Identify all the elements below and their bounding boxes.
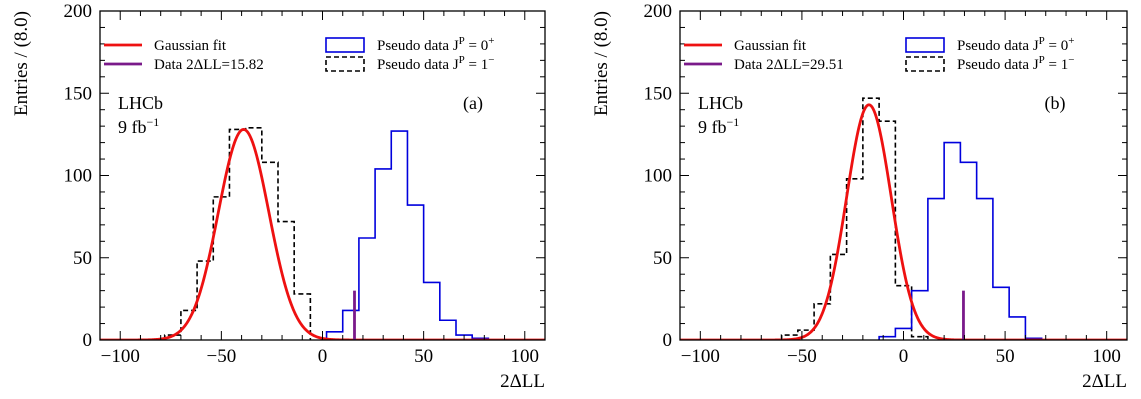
legend-jp0-swatch xyxy=(905,37,945,53)
histogram-jp0 xyxy=(878,141,1043,340)
y-tick-label: 0 xyxy=(663,330,673,351)
y-tick-label: 0 xyxy=(83,330,93,351)
legend-jp1-jp1_tail: = 1 xyxy=(1045,57,1068,73)
panel-label: (b) xyxy=(1045,93,1066,114)
x-tick-label: 50 xyxy=(414,346,433,367)
luminosity-value: 9 fb xyxy=(118,117,147,137)
y-tick-label: 50 xyxy=(73,248,92,269)
legend-jp0-jp0_tail: = 0 xyxy=(465,38,488,54)
x-axis-label: 2ΔLL xyxy=(1082,371,1127,392)
y-axis-label: Entries / (8.0) xyxy=(11,11,32,116)
y-tick-label: 50 xyxy=(653,248,672,269)
legend-jp1-jp1_sup: P xyxy=(459,54,465,66)
legend-fit-label: Gaussian fit xyxy=(734,38,807,54)
legend-jp1-jp1: Pseudo data J xyxy=(957,57,1039,73)
legend-jp0-jp0_sup: P xyxy=(459,35,465,47)
legend-jp1-swatch xyxy=(905,56,945,72)
legend-jp1-jp1_parity: − xyxy=(488,54,494,66)
panel-label: (a) xyxy=(463,93,483,114)
gaussian-fit-curve xyxy=(680,103,1127,340)
x-tick-label: 100 xyxy=(511,346,540,367)
x-tick-label: 0 xyxy=(318,346,328,367)
legend-jp1-jp1: Pseudo data J xyxy=(377,57,459,73)
experiment-label: LHCb xyxy=(118,93,163,113)
x-tick-label: −100 xyxy=(681,346,720,367)
legend-jp1-swatch xyxy=(325,56,365,72)
luminosity-value: 9 fb xyxy=(698,117,727,137)
luminosity-label: 9 fb−1 xyxy=(118,115,159,137)
luminosity-label: 9 fb−1 xyxy=(698,115,739,137)
y-tick-label: 200 xyxy=(64,1,93,22)
histogram-jp1 xyxy=(163,126,312,340)
legend-jp1-label: Pseudo data JP = 1− xyxy=(957,54,1074,73)
legend-jp1-jp1_parity: − xyxy=(1068,54,1074,66)
legend-fit-label: Gaussian fit xyxy=(154,38,227,54)
y-tick-label: 100 xyxy=(64,166,93,187)
legend-jp0-jp0_tail: = 0 xyxy=(1045,38,1068,54)
plot-area xyxy=(680,97,1127,340)
y-tick-label: 150 xyxy=(64,83,93,104)
x-tick-label: −50 xyxy=(787,346,817,367)
panel-b: −100 −50 0 50 100 0 50 100 150 200 2ΔLL Entries / (… xyxy=(591,1,1128,392)
legend-jp0-jp0_parity: + xyxy=(488,35,494,47)
legend-jp0-label: Pseudo data JP = 0+ xyxy=(957,35,1074,54)
y-tick-label: 150 xyxy=(644,83,673,104)
legend-jp1-jp1_sup: P xyxy=(1039,54,1045,66)
histogram-jp0 xyxy=(325,130,490,340)
panel-a: −100 −50 0 50 100 0 50 100 150 200 2ΔLL Entries / (… xyxy=(11,1,546,392)
x-tick-label: 50 xyxy=(996,346,1015,367)
luminosity-unit-exponent: −1 xyxy=(147,115,160,129)
luminosity-unit-exponent: −1 xyxy=(727,115,740,129)
legend-jp1-label: Pseudo data JP = 1− xyxy=(377,54,494,73)
legend-jp0-jp0: Pseudo data J xyxy=(377,38,459,54)
legend-jp1-jp1_tail: = 1 xyxy=(465,57,488,73)
x-tick-label: −50 xyxy=(207,346,237,367)
legend-jp0-label: Pseudo data JP = 0+ xyxy=(377,35,494,54)
x-tick-label: −100 xyxy=(101,346,140,367)
y-tick-label: 100 xyxy=(644,166,673,187)
y-tick-label: 200 xyxy=(644,1,673,22)
x-axis-label: 2ΔLL xyxy=(500,371,545,392)
plot-area xyxy=(100,126,545,340)
legend-jp0-jp0: Pseudo data J xyxy=(957,38,1039,54)
experiment-label: LHCb xyxy=(698,93,743,113)
x-tick-label: 100 xyxy=(1092,346,1121,367)
y-axis-label: Entries / (8.0) xyxy=(591,11,612,116)
x-tick-label: 0 xyxy=(899,346,909,367)
legend-data-label: Data 2ΔLL=15.82 xyxy=(154,57,264,73)
legend-jp0-swatch xyxy=(325,37,365,53)
legend-jp0-jp0_parity: + xyxy=(1068,35,1074,47)
legend-jp0-jp0_sup: P xyxy=(1039,35,1045,47)
histogram-jp1 xyxy=(780,97,929,340)
gaussian-fit-curve xyxy=(100,128,545,340)
legend-data-label: Data 2ΔLL=29.51 xyxy=(734,57,844,73)
